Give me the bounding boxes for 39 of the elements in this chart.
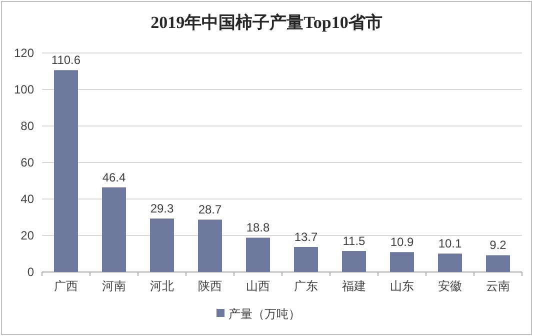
data-label: 11.5: [342, 234, 366, 248]
bar: [150, 218, 174, 272]
bar: [390, 252, 414, 272]
bar: [342, 251, 366, 272]
legend-label: 产量（万吨）: [228, 307, 300, 321]
bar: [198, 220, 222, 272]
x-tick-label: 福建: [342, 279, 366, 293]
x-tick-label: 山东: [390, 279, 414, 293]
bar: [102, 187, 126, 272]
data-label: 28.7: [198, 202, 222, 217]
data-label: 29.3: [150, 202, 174, 216]
bar: [486, 255, 510, 272]
x-tick-label: 安徽: [438, 279, 462, 293]
y-tick-label: 40: [20, 192, 34, 206]
bar: [294, 246, 318, 272]
y-tick-label: 60: [20, 156, 34, 170]
data-label: 9.2: [490, 238, 507, 252]
chart-title: 2019年中国柿子产量Top10省市: [150, 13, 382, 32]
bar: [54, 70, 78, 272]
data-label: 46.4: [102, 170, 126, 184]
data-label: 110.6: [51, 53, 81, 68]
data-label: 10.1: [438, 236, 462, 251]
data-label: 10.9: [390, 235, 414, 250]
data-label: 18.8: [246, 220, 270, 235]
x-tick-label: 云南: [486, 279, 510, 293]
data-label: 13.7: [294, 230, 318, 244]
y-tick-label: 120: [14, 46, 34, 60]
x-tick-label: 广西: [54, 279, 78, 293]
bar: [438, 254, 462, 272]
x-tick-label: 山西: [246, 279, 270, 293]
x-tick-label: 河北: [150, 279, 174, 293]
y-tick-label: 100: [14, 82, 34, 96]
y-tick-label: 80: [20, 119, 34, 133]
x-tick-label: 河南: [102, 279, 126, 293]
bar: [246, 238, 270, 272]
x-tick-label: 陕西: [198, 279, 222, 293]
y-tick-label: 0: [27, 265, 34, 279]
y-tick-label: 20: [20, 228, 34, 242]
x-tick-label: 广东: [294, 279, 318, 293]
